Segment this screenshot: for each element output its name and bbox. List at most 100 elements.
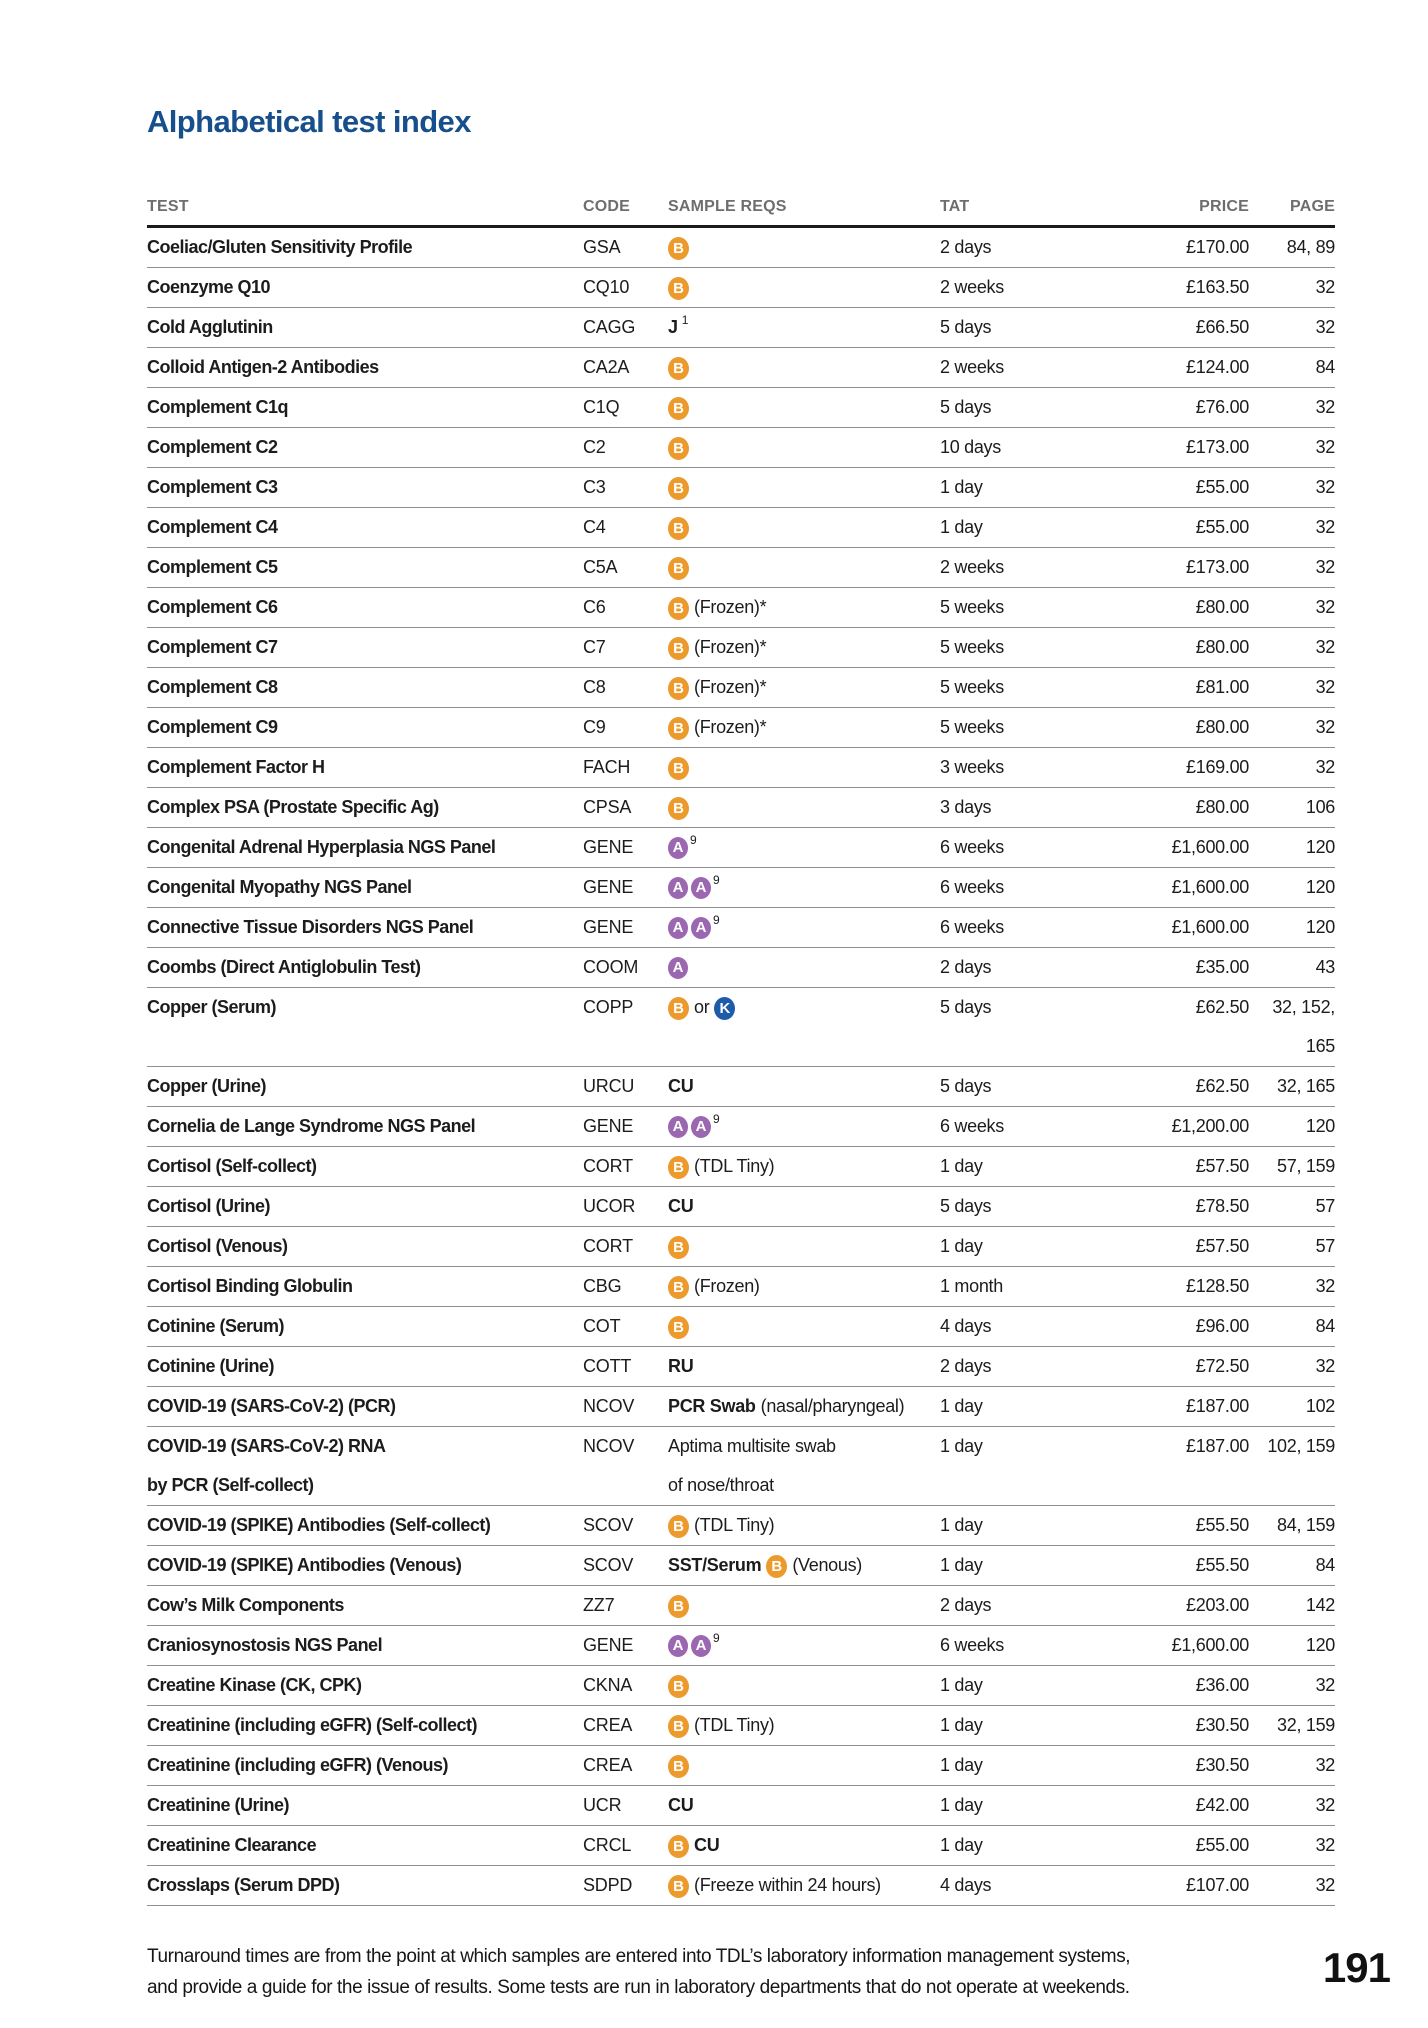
tat-cell: 1 day <box>940 1835 983 1855</box>
table-row: Cotinine (Serum) COT B 4 days £96.00 84 <box>147 1307 1335 1347</box>
code-cell: C3 <box>583 477 606 497</box>
sample-reqs-cell: B (Frozen)* <box>668 588 940 627</box>
page-cell: 32, 165 <box>1277 1076 1335 1096</box>
table-row: Cortisol (Urine) UCOR CU 5 days £78.50 57 <box>147 1187 1335 1227</box>
code-cell: GENE <box>583 837 634 857</box>
tat-cell: 2 days <box>940 1356 992 1376</box>
table-row: Cortisol Binding Globulin CBG B (Frozen) 1 m… <box>147 1267 1335 1307</box>
code-cell: CAGG <box>583 317 636 337</box>
footnote-ref: 9 <box>713 1112 720 1126</box>
sample-tube-b-icon: B <box>668 436 689 460</box>
table-row: COVID-19 (SARS-CoV-2) (PCR) NCOV PCR Swab(… <box>147 1387 1335 1427</box>
tat-cell: 1 day <box>940 477 983 497</box>
price-cell: £80.00 <box>1195 717 1250 737</box>
test-name-cell: Crosslaps (Serum DPD) <box>147 1875 340 1895</box>
price-cell: £169.00 <box>1186 757 1249 777</box>
code-cell: C1Q <box>583 397 620 417</box>
page-cell: 32 <box>1315 597 1336 617</box>
sample-tube-b-icon: B <box>668 1514 689 1538</box>
page-title: Alphabetical test index <box>147 104 471 139</box>
sample-req-text: RU <box>668 1356 694 1376</box>
tat-cell: 2 weeks <box>940 557 1004 577</box>
code-cell: UCOR <box>583 1196 636 1216</box>
page-cell: 120 <box>1305 1116 1335 1136</box>
page-cell: 32 <box>1315 677 1336 697</box>
sample-tube-b-icon: B <box>668 1155 689 1179</box>
page-cell: 32 <box>1315 437 1336 457</box>
sample-req-text: (TDL Tiny) <box>694 1715 775 1735</box>
code-cell: C7 <box>583 637 606 657</box>
sample-req-text: (Venous) <box>792 1555 862 1575</box>
sample-req-text: (Frozen) <box>694 1276 760 1296</box>
tat-cell: 5 weeks <box>940 677 1004 697</box>
code-cell: CORT <box>583 1156 633 1176</box>
table-row: Complement Factor H FACH B 3 weeks £169.00 32 <box>147 748 1335 788</box>
table-row: Copper (Urine) URCU CU 5 days £62.50 32, 165 <box>147 1067 1335 1107</box>
sample-tube-a-icon: A <box>668 1116 688 1139</box>
tat-cell: 4 days <box>940 1875 992 1895</box>
sample-reqs-cell: B <box>668 548 940 587</box>
price-cell: £107.00 <box>1186 1875 1249 1895</box>
code-cell: SCOV <box>583 1515 634 1535</box>
code-cell: GSA <box>583 237 621 257</box>
sample-req-text: J <box>668 317 678 337</box>
sample-reqs-cell: B <box>668 1746 940 1785</box>
page-cell: 32 <box>1315 1356 1336 1376</box>
sample-reqs-cell: CU <box>668 1786 940 1825</box>
test-name-cell: Complex PSA (Prostate Specific Ag) <box>147 797 439 817</box>
code-cell: GENE <box>583 1116 634 1136</box>
tat-cell: 10 days <box>940 437 1001 457</box>
tat-cell: 5 days <box>940 1076 992 1096</box>
tat-cell: 1 day <box>940 1555 983 1575</box>
price-cell: £78.50 <box>1195 1196 1250 1216</box>
sample-tube-b-icon: B <box>668 516 689 540</box>
page-cell: 32, 159 <box>1277 1715 1335 1735</box>
table-row: Complement C5 C5A B 2 weeks £173.00 32 <box>147 548 1335 588</box>
test-name-cell: Congenital Myopathy NGS Panel <box>147 877 412 897</box>
price-cell: £187.00 <box>1186 1396 1249 1416</box>
sample-reqs-cell: B <box>668 508 940 547</box>
tat-cell: 1 day <box>940 1436 983 1456</box>
sample-tube-a-icon: A <box>691 917 711 940</box>
price-cell: £203.00 <box>1186 1595 1249 1615</box>
price-cell: £163.50 <box>1186 277 1249 297</box>
sample-tube-b-icon: B <box>668 1714 689 1738</box>
page-cell: 102, 159 <box>1267 1436 1335 1456</box>
sample-tube-a-icon: A <box>668 1635 688 1658</box>
sample-tube-a-icon: A <box>668 957 688 980</box>
page-cell: 32 <box>1315 397 1336 417</box>
sample-reqs-cell: B <box>668 1666 940 1705</box>
page-cell: 84, 89 <box>1286 237 1336 257</box>
page-cell: 32 <box>1315 1675 1336 1695</box>
page-cell: 120 <box>1305 877 1335 897</box>
page-cell: 32 <box>1315 717 1336 737</box>
price-cell: £30.50 <box>1195 1715 1250 1735</box>
sample-tube-a-icon: A <box>668 837 688 860</box>
sample-reqs-cell: B <box>668 1586 940 1625</box>
page-cell: 32 <box>1315 1795 1336 1815</box>
price-cell: £1,200.00 <box>1171 1116 1250 1136</box>
table-row: Complement C7 C7 B (Frozen)* 5 weeks £80.00 32 <box>147 628 1335 668</box>
test-name-cell: Complement C8 <box>147 677 278 697</box>
tat-cell: 5 days <box>940 997 992 1017</box>
sample-req-text: (nasal/pharyngeal) <box>760 1396 905 1416</box>
table-row: Complement C8 C8 B (Frozen)* 5 weeks £81.00 32 <box>147 668 1335 708</box>
tat-cell: 2 weeks <box>940 277 1004 297</box>
col-header-tat: TAT <box>940 198 970 215</box>
footnote-ref: 9 <box>713 873 720 887</box>
test-name-cell: Creatinine (including eGFR) (Self-collec… <box>147 1715 478 1735</box>
price-cell: £36.00 <box>1195 1675 1250 1695</box>
tat-cell: 2 days <box>940 1595 992 1615</box>
sample-reqs-cell: B (Freeze within 24 hours) <box>668 1866 940 1905</box>
code-cell: C2 <box>583 437 606 457</box>
code-cell: C4 <box>583 517 606 537</box>
test-name-cell: Connective Tissue Disorders NGS Panel <box>147 917 474 937</box>
sample-reqs-cell: B <box>668 468 940 507</box>
price-cell: £173.00 <box>1186 437 1249 457</box>
code-cell: C5A <box>583 557 618 577</box>
sample-reqs-cell: RU <box>668 1347 940 1386</box>
tat-cell: 5 weeks <box>940 717 1004 737</box>
sample-req-text: PCR Swab <box>668 1396 756 1416</box>
